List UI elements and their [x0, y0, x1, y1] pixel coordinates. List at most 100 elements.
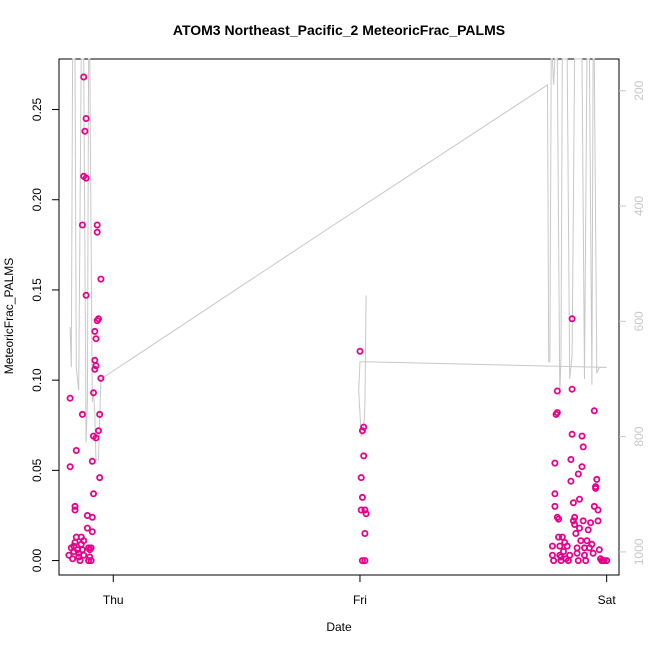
data-point — [578, 432, 586, 440]
data-point — [69, 555, 77, 563]
data-point — [93, 228, 101, 236]
data-point — [590, 502, 598, 510]
data-point — [97, 275, 105, 283]
plot-frame — [58, 58, 620, 576]
data-point — [551, 502, 559, 510]
data-point — [82, 115, 90, 123]
data-point — [70, 542, 78, 550]
data-point — [578, 463, 586, 471]
data-point — [568, 430, 576, 438]
chart-title: ATOM3 Northeast_Pacific_2 MeteoricFrac_P… — [173, 22, 505, 38]
data-point — [558, 533, 566, 541]
data-point — [87, 557, 95, 565]
data-point — [568, 385, 576, 393]
x-axis: Thu Fri Sat — [103, 574, 617, 607]
data-point — [82, 291, 90, 299]
data-point — [571, 521, 579, 529]
data-point — [362, 510, 370, 518]
data-point — [85, 557, 93, 565]
y-tick-label: 0.05 — [30, 458, 44, 482]
data-point — [80, 73, 88, 81]
data-point — [553, 409, 561, 417]
data-point — [548, 542, 556, 550]
data-point — [88, 457, 96, 465]
data-point — [590, 407, 598, 415]
data-point — [88, 513, 96, 521]
right-tick-label: 600 — [632, 311, 646, 331]
x-tick-label: Thu — [103, 593, 124, 607]
data-point — [560, 548, 568, 556]
data-point — [568, 315, 576, 323]
data-point — [81, 127, 89, 135]
data-point — [556, 542, 564, 550]
data-point — [71, 506, 79, 514]
data-point — [78, 410, 86, 418]
data-point — [567, 477, 575, 485]
data-point — [573, 544, 581, 552]
data-point — [76, 557, 84, 565]
data-point — [563, 542, 571, 550]
data-point — [361, 557, 369, 565]
data-point — [579, 443, 587, 451]
data-point — [97, 374, 105, 382]
data-point — [93, 221, 101, 229]
y-tick-label: 0.10 — [30, 368, 44, 392]
data-point — [356, 347, 364, 355]
data-point — [78, 221, 86, 229]
data-point — [91, 365, 99, 373]
y-axis-label: MeteoricFrac_PALMS — [2, 258, 16, 374]
data-point — [571, 513, 579, 521]
data-point — [65, 551, 73, 559]
data-point — [573, 549, 581, 557]
x-tick-label: Fri — [353, 593, 367, 607]
data-point — [550, 557, 558, 565]
data-point — [566, 551, 574, 559]
data-point — [574, 470, 582, 478]
data-point — [574, 557, 582, 565]
data-point — [551, 490, 559, 498]
y-tick-label: 0.15 — [30, 278, 44, 302]
altitude-line-series — [69, 58, 607, 461]
data-point — [588, 540, 596, 548]
y-axis: 0.00 0.05 0.10 0.15 0.20 0.25 — [30, 98, 59, 573]
altitude-line — [69, 58, 607, 461]
data-point — [90, 389, 98, 397]
data-point — [548, 551, 556, 559]
data-point — [587, 519, 595, 527]
data-point — [72, 446, 80, 454]
data-point — [595, 546, 603, 554]
data-point — [80, 537, 88, 545]
data-point — [358, 427, 366, 435]
data-point — [577, 537, 585, 545]
data-point — [71, 502, 79, 510]
data-point — [96, 474, 104, 482]
data-point — [361, 506, 369, 514]
data-point — [66, 463, 74, 471]
x-axis-label: Date — [326, 620, 352, 634]
data-point — [78, 546, 86, 554]
data-point — [88, 528, 96, 536]
data-point — [569, 517, 577, 525]
data-point — [584, 526, 592, 534]
meteoric-frac-points — [65, 73, 611, 565]
right-tick-label: 400 — [632, 196, 646, 216]
data-point — [603, 557, 611, 565]
data-point — [358, 557, 366, 565]
data-point — [555, 515, 563, 523]
data-point — [91, 327, 99, 335]
data-point — [90, 490, 98, 498]
data-point — [576, 524, 584, 532]
data-point — [357, 474, 365, 482]
data-point — [551, 459, 559, 467]
data-point — [572, 530, 580, 538]
data-point — [567, 455, 575, 463]
y-tick-label: 0.00 — [30, 549, 44, 573]
data-point — [95, 315, 103, 323]
data-point — [583, 537, 591, 545]
data-point — [593, 475, 601, 483]
data-point — [594, 517, 602, 525]
x-tick-label: Sat — [598, 593, 617, 607]
data-point — [92, 362, 100, 370]
y-tick-label: 0.25 — [30, 98, 44, 122]
